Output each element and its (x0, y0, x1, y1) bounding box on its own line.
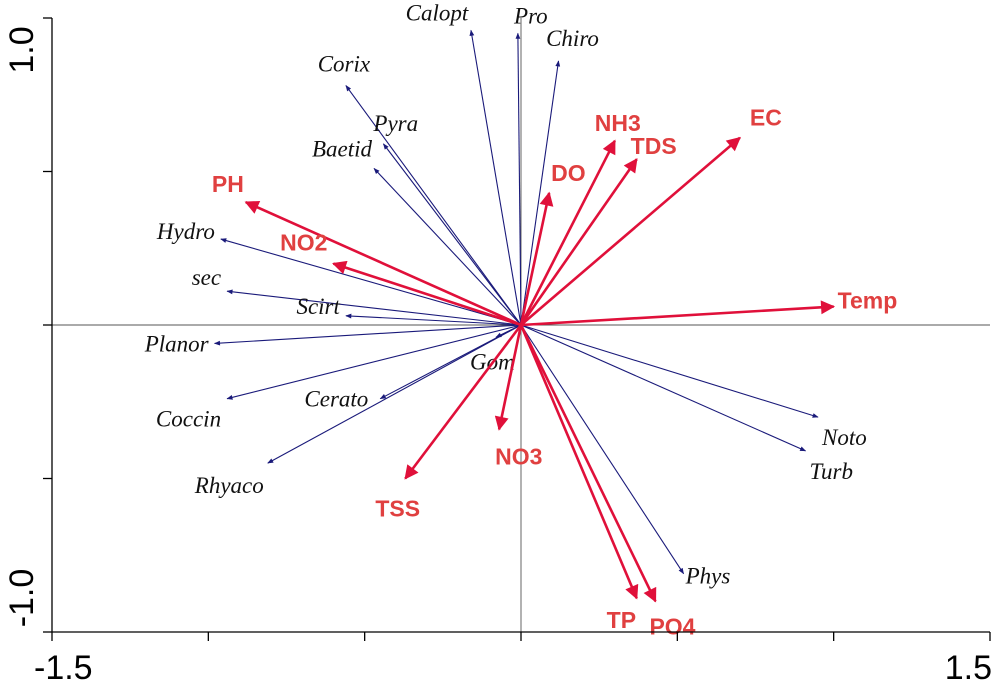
env-label: PO4 (649, 613, 695, 639)
env-do: DO (519, 160, 586, 326)
env-arrow (520, 136, 741, 326)
y-tick-label: 1.0 (3, 26, 41, 73)
x-tick-label: 1.5 (945, 649, 992, 687)
species-sec: sec (192, 265, 522, 326)
env-arrow (519, 324, 639, 600)
env-tds: TDS (519, 133, 677, 326)
species-rhyaco: Rhyaco (194, 324, 522, 498)
env-label: EC (750, 105, 782, 131)
species-arrow (345, 313, 522, 326)
env-arrow (404, 324, 523, 480)
species-coccin: Coccin (156, 324, 522, 432)
species-arrow (213, 324, 522, 346)
env-ec: EC (520, 105, 782, 326)
species-arrow (520, 324, 819, 418)
species-pro: Pro (513, 3, 548, 326)
species-cerato: Cerato (304, 324, 522, 412)
species-label: Pyra (372, 111, 418, 136)
species-baetid: Baetid (312, 136, 522, 326)
axes: -1.5 1.5 1.0 -1.0 (3, 17, 992, 687)
species-label: Phys (685, 564, 731, 589)
species-corix: Corix (318, 52, 522, 326)
env-no3: NO3 (494, 324, 542, 469)
env-arrow (332, 260, 522, 327)
env-label: NH3 (595, 110, 641, 136)
species-arrow (520, 324, 807, 452)
species-arrow (373, 167, 522, 326)
species-label: Rhyaco (194, 473, 264, 498)
env-label: NO2 (280, 230, 327, 256)
species-label: Calopt (406, 0, 469, 25)
species-noto: Noto (520, 324, 867, 450)
env-arrow (244, 200, 522, 327)
species-label: Cerato (304, 387, 368, 412)
species-label: Turb (810, 459, 853, 484)
env-tss: TSS (375, 324, 523, 522)
env-label: TSS (375, 496, 420, 522)
species-label: Noto (821, 425, 867, 450)
species-arrow (267, 324, 522, 464)
env-arrow (520, 300, 836, 327)
env-temp: Temp (520, 288, 898, 327)
species-label: Pro (513, 3, 548, 28)
species-arrow (469, 29, 522, 326)
species-pyra: Pyra (372, 111, 522, 326)
env-arrow (494, 324, 523, 431)
species-arrow (382, 143, 522, 326)
species-phys: Phys (520, 324, 731, 589)
env-no2: NO2 (280, 230, 522, 327)
species-calopt: Calopt (406, 0, 522, 326)
env-label: TP (607, 607, 636, 633)
env-tp: TP (519, 324, 639, 633)
species-scirt: Scirt (296, 294, 522, 326)
env-po4: PO4 (519, 324, 696, 639)
species-label: Chiro (546, 26, 599, 51)
env-label: DO (551, 160, 586, 186)
env-ph: PH (212, 171, 522, 327)
species-label: Scirt (296, 294, 340, 319)
species-hydro: Hydro (156, 219, 522, 326)
species-label: Hydro (156, 219, 215, 244)
species-label: sec (192, 265, 221, 290)
env-label: TDS (631, 133, 677, 159)
species-turb: Turb (520, 324, 853, 484)
species-arrow (226, 289, 522, 326)
env-arrow (519, 324, 657, 603)
env-label: NO3 (495, 443, 542, 469)
env-arrow (519, 139, 616, 326)
y-tick-label: -1.0 (3, 569, 41, 628)
env-label: Temp (838, 288, 898, 314)
env-arrow (519, 191, 554, 326)
species-label: Coccin (156, 407, 221, 432)
species-arrow (515, 32, 522, 326)
env-nh3: NH3 (519, 110, 641, 326)
species-arrow (220, 238, 522, 326)
species-planor: Planor (144, 324, 522, 356)
species-arrow (226, 324, 522, 400)
env-label: PH (212, 171, 244, 197)
species-arrow (345, 85, 522, 326)
env-arrow (519, 158, 638, 326)
species-label: Corix (318, 52, 371, 77)
species-label: Planor (144, 331, 210, 356)
x-tick-label: -1.5 (34, 649, 93, 687)
species-label: Baetid (312, 136, 373, 161)
species-arrow (520, 324, 685, 575)
